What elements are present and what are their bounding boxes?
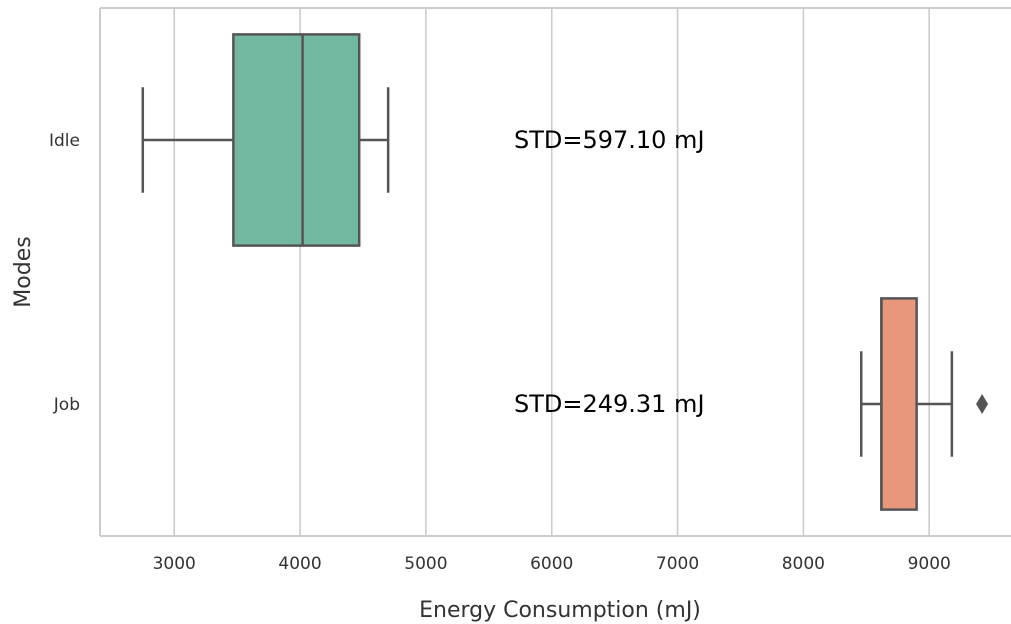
x-tick-label: 9000 — [908, 554, 951, 574]
tick-labels: 3000 4000 5000 6000 7000 8000 9000 Idle Job — [49, 131, 951, 574]
box-idle — [232, 33, 361, 247]
y-tick-label-job: Job — [53, 395, 80, 415]
outlier-job — [976, 394, 989, 414]
x-tick-label: 6000 — [530, 554, 573, 574]
annotations: STD=597.10 mJ STD=249.31 mJ — [514, 126, 705, 418]
x-tick-label: 7000 — [656, 554, 699, 574]
x-tick-label: 4000 — [278, 554, 321, 574]
boxes — [141, 33, 989, 511]
x-tick-label: 5000 — [404, 554, 447, 574]
axes-spines — [99, 7, 1011, 537]
y-tick-label-idle: Idle — [49, 131, 80, 151]
box-job — [880, 297, 918, 511]
x-tick-label: 3000 — [153, 554, 196, 574]
x-tick-label: 8000 — [782, 554, 825, 574]
std-annotation-idle: STD=597.10 mJ — [514, 126, 705, 154]
x-axis-title: Energy Consumption (mJ) — [419, 598, 701, 623]
y-axis-title: Modes — [11, 236, 36, 307]
std-annotation-job: STD=249.31 mJ — [514, 390, 705, 418]
